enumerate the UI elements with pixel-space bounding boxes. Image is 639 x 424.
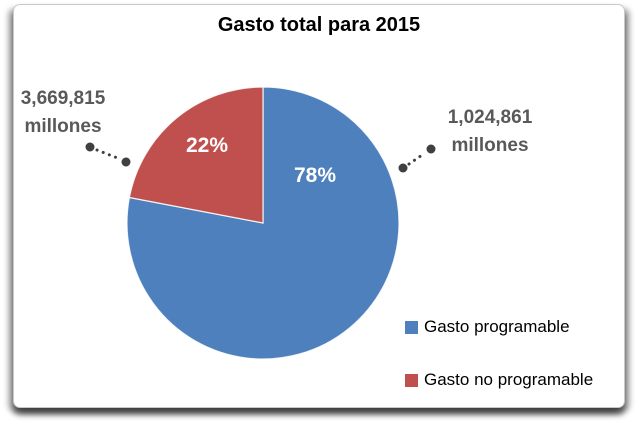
legend-item-gasto-programable: Gasto programable: [405, 317, 593, 337]
legend-swatch-blue: [405, 320, 418, 334]
chart-card: Gasto total para 2015 22% 78% 3,669,815 …: [13, 4, 625, 408]
callout-left: 3,669,815 millones: [7, 85, 119, 140]
legend: Gasto programable Gasto no programable: [405, 317, 593, 423]
callout-left-unit: millones: [24, 115, 102, 137]
slice-percent-label-gasto-programable: 78%: [293, 164, 337, 187]
legend-item-gasto-no-programable: Gasto no programable: [405, 370, 593, 390]
callout-left-value: 3,669,815: [20, 88, 106, 109]
pie-slice-gasto-no-programable: [128, 86, 264, 224]
legend-label-gasto-programable: Gasto programable: [424, 317, 570, 336]
callout-leader-right: [398, 144, 436, 173]
callout-right: 1,024,861 millones: [434, 104, 546, 159]
legend-label-gasto-no-programable: Gasto no programable: [424, 370, 594, 389]
legend-swatch-red: [405, 373, 418, 387]
slice-percent-label-gasto-no-programable: 22%: [185, 134, 229, 157]
callout-right-value: 1,024,861: [447, 107, 533, 128]
callout-right-unit: millones: [451, 134, 529, 156]
callout-leader-left: [85, 142, 131, 167]
chart-title: Gasto total para 2015: [217, 14, 421, 36]
pie-slices: [126, 86, 400, 360]
